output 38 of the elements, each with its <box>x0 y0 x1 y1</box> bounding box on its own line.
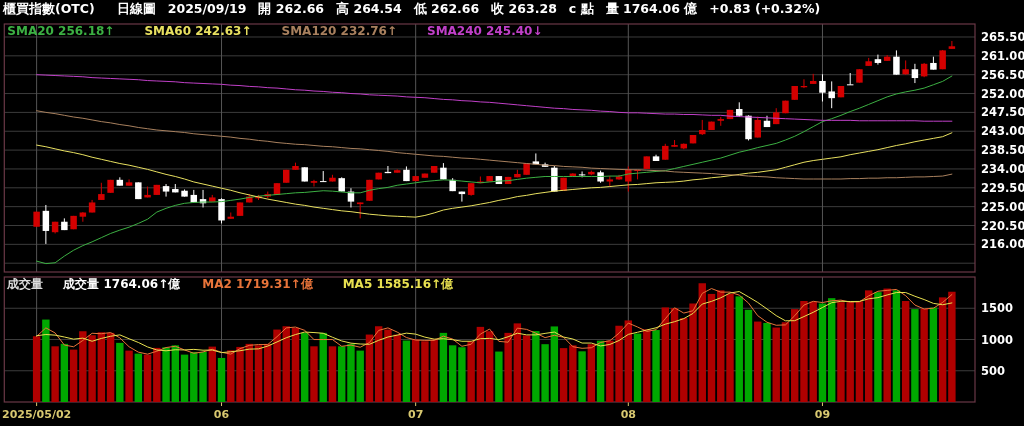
chart-title: 成交量 <box>6 277 44 291</box>
y-tick-label: 265.50 <box>981 29 1024 44</box>
y-tick-label: 238.50 <box>981 143 1024 158</box>
text: 高 264.54 <box>336 1 402 16</box>
y-tick-label: 220.50 <box>981 218 1024 233</box>
y-tick-label: 243.00 <box>981 124 1024 139</box>
y-tick-label: 1500 <box>981 301 1014 316</box>
annotation: 成交量 1764.06↑億 <box>62 277 182 291</box>
x-tick-label: 08 <box>620 408 636 421</box>
y-tick-label: 225.00 <box>981 199 1024 214</box>
text: MA5 1585.16↑億 <box>342 277 455 291</box>
y-tick-label: 229.50 <box>981 180 1024 195</box>
text: SMA240 245.40↓ <box>426 24 543 38</box>
chart-title: 櫃買指數(OTC) <box>2 1 95 16</box>
text: 2025/09/19 <box>167 1 247 16</box>
text: MA2 1719.31↑億 <box>202 277 314 291</box>
text: SMA120 232.76↑ <box>281 24 397 38</box>
y-tick-label: 256.50 <box>981 67 1024 82</box>
text: 收 263.28 <box>491 1 557 16</box>
text: 量 1764.06 億 <box>604 1 699 16</box>
text: 開 262.66 <box>258 1 325 16</box>
text: +0.83 (+0.32%) <box>709 1 821 16</box>
y-tick-label: 1000 <box>981 332 1014 347</box>
text: c 點 <box>568 1 594 16</box>
x-tick-label: 06 <box>213 408 230 421</box>
y-tick-label: 216.00 <box>981 237 1024 252</box>
y-tick-label: 252.00 <box>981 86 1024 101</box>
x-tick-label: 2025/05/02 <box>1 408 72 421</box>
y-tick-label: 500 <box>981 363 1006 378</box>
text: 低 262.66 <box>412 1 480 16</box>
y-tick-label: 261.00 <box>981 48 1024 63</box>
chart-subtitle: 日線圖 <box>116 1 156 16</box>
x-tick-label: 09 <box>814 408 831 421</box>
text: SMA20 256.18↑ <box>7 24 115 38</box>
y-tick-label: 234.00 <box>981 161 1024 176</box>
x-tick-label: 07 <box>408 408 424 421</box>
y-tick-label: 247.50 <box>981 105 1024 120</box>
text: SMA60 242.63↑ <box>144 24 252 38</box>
